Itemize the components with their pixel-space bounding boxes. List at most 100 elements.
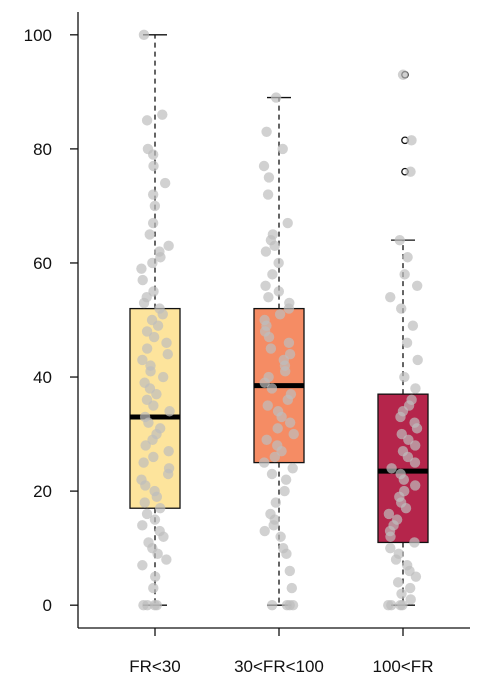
data-point [399,371,410,383]
data-point [412,354,423,366]
y-tick-label: 40 [33,368,52,387]
data-point [288,428,299,440]
data-point [263,172,275,183]
data-point [409,537,420,548]
data-point [144,229,155,240]
data-point [151,599,163,611]
data-point [148,160,159,172]
data-point [149,571,161,582]
data-point [161,554,172,565]
data-point [259,314,270,326]
data-point [145,360,156,371]
data-point [259,457,270,468]
data-point [141,394,153,406]
data-point [149,485,160,497]
data-point [393,548,404,560]
data-point [266,468,278,480]
data-point [284,417,296,428]
data-point [142,143,154,155]
data-point [143,537,154,548]
data-point [136,263,147,274]
data-point [406,394,417,406]
y-tick-label: 60 [33,254,52,273]
data-point [386,463,397,474]
data-point [407,320,419,331]
data-point [149,200,161,212]
data-point [287,463,298,474]
data-point [406,135,417,146]
data-point [279,485,290,497]
data-point [262,189,274,200]
data-point [260,246,272,257]
data-point [154,525,165,537]
data-point [139,411,151,423]
data-point [162,349,173,360]
data-point [159,177,171,189]
data-point [266,383,278,394]
data-point [137,354,148,366]
data-point [286,582,298,594]
data-point [141,115,153,126]
data-point [272,440,283,451]
data-point [409,457,421,468]
data-point [383,599,394,611]
data-point [396,588,407,599]
data-point [154,246,165,257]
data-point [141,508,153,520]
data-point [270,92,282,103]
x-tick-label: FR<30 [129,657,181,676]
x-axis-ticks: FR<30 30<FR<100 100<FR [129,628,433,676]
data-point [401,560,413,571]
points-layer [136,29,423,611]
data-point [147,217,159,229]
data-point [146,314,158,326]
data-point [274,309,286,320]
data-point [138,457,149,468]
data-point [157,109,168,120]
data-point [275,531,286,542]
data-point [260,280,271,291]
data-point [265,508,276,520]
data-point [263,291,274,303]
data-point [285,388,297,400]
data-point [404,582,416,594]
data-point [392,577,404,588]
data-point [267,269,278,280]
data-point [409,417,420,428]
data-point [282,217,293,229]
data-point [147,189,159,200]
data-point [394,234,405,246]
data-point [139,377,150,388]
data-point [163,463,175,474]
data-point [138,29,150,41]
data-point [385,291,396,303]
data-point [142,599,153,611]
data-point [273,257,284,269]
y-tick-label: 20 [33,482,52,501]
data-point [265,343,277,354]
data-point [405,594,416,605]
data-point [397,69,409,80]
data-point [154,303,165,314]
data-point [147,257,158,269]
data-point [149,514,161,525]
data-point [409,440,421,451]
data-point [272,406,284,417]
data-point [154,503,166,514]
data-point [137,274,148,286]
data-point [141,343,153,354]
data-point [263,371,274,383]
data-point [148,286,159,297]
data-point [396,428,407,440]
data-point [405,166,416,177]
data-point [402,252,413,263]
data-point [269,451,280,463]
data-point [136,474,147,485]
data-point [141,326,153,337]
data-point [287,599,299,611]
data-point [141,291,152,303]
x-tick-label: 100<FR [373,657,434,676]
y-axis-ticks: 0 20 40 60 80 100 [24,26,78,615]
data-point [284,297,295,309]
